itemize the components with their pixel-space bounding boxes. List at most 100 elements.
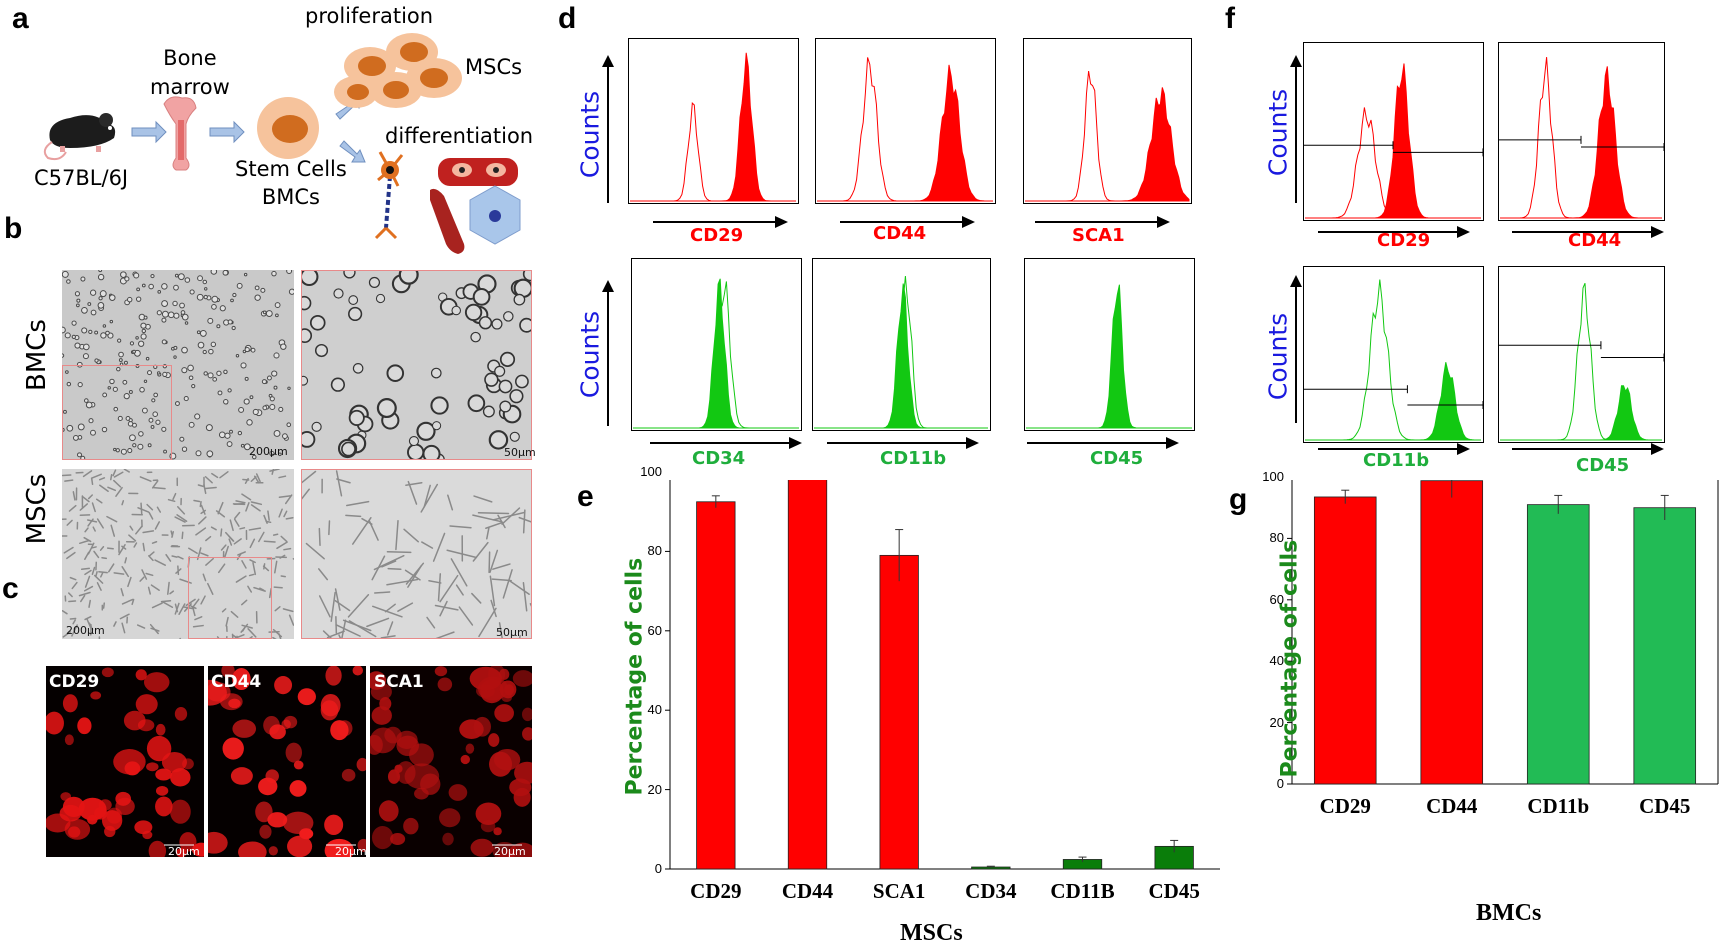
flow-marker-label: CD44 — [873, 223, 927, 244]
muscle-fiber-icon — [430, 188, 465, 254]
adipocyte-icon — [469, 185, 521, 245]
flow-histogram — [631, 258, 802, 431]
stem-cells-label: Stem Cells BMCs — [235, 157, 347, 209]
if-image-sca1 — [370, 666, 532, 857]
x-axis-arrow-icon — [1512, 226, 1664, 238]
bar — [1420, 480, 1484, 785]
y-tick-label: 60 — [1269, 591, 1284, 607]
row-label-mscs: MSCs — [22, 473, 52, 545]
if-marker-label: SCA1 — [374, 672, 424, 692]
flow-histogram — [815, 38, 996, 204]
differentiation-label: differentiation — [385, 124, 534, 148]
msc-micrograph-low — [62, 469, 294, 639]
proliferation-label: proliferation — [305, 4, 434, 28]
panel-label-d: d — [558, 2, 577, 35]
schematic-drawing — [43, 33, 521, 254]
if-marker-label: CD44 — [211, 672, 262, 692]
axis-line — [669, 480, 1220, 870]
x-axis-arrow-icon — [1035, 216, 1170, 228]
bmc-micrograph-high — [301, 270, 532, 460]
x-tick-label: CD34 — [965, 879, 1017, 903]
y-tick-label: 100 — [1262, 469, 1284, 484]
if-scalebar-label: 20µm — [168, 845, 200, 858]
flow-histogram — [1303, 42, 1484, 221]
y-tick-label: 20 — [647, 781, 662, 797]
stem-cell-icon — [257, 97, 319, 159]
x-tick-label: CD44 — [1426, 794, 1478, 818]
bar-plot-area — [1287, 480, 1719, 785]
bar — [1633, 507, 1697, 785]
counts-arrow-icon — [602, 280, 614, 426]
flow-marker-label: CD45 — [1576, 455, 1630, 476]
x-axis-arrow-icon — [1318, 226, 1470, 238]
if-image-cd29 — [46, 666, 204, 857]
flow-histogram — [1023, 38, 1192, 204]
bar — [879, 554, 919, 870]
flow-histogram — [628, 38, 799, 204]
counts-arrow-icon — [1290, 275, 1302, 423]
mouse-strain-label: C57BL/6J — [34, 166, 129, 190]
x-axis-arrow-icon — [653, 216, 788, 228]
x-tick-label: CD11B — [1050, 879, 1115, 903]
y-tick-label: 80 — [1269, 530, 1284, 546]
bar — [787, 480, 828, 870]
bar — [1313, 496, 1377, 785]
scalebar-label: 200µm — [249, 445, 288, 458]
row-label-bmcs: BMCs — [22, 319, 52, 391]
x-tick-label: CD29 — [1319, 794, 1371, 818]
flow-histogram — [812, 258, 991, 431]
counts-arrow-icon — [602, 55, 614, 203]
bar-chart-bmcs: Percentage of cells BMCs 0 20 40 60 80 100 CD2… — [1240, 469, 1730, 949]
if-image-cd44 — [208, 666, 366, 857]
panel-label-c: c — [2, 572, 19, 605]
y-tick-label: 40 — [1269, 653, 1284, 669]
x-axis-arrow-icon — [1512, 443, 1664, 455]
counts-arrow-icon — [1290, 55, 1302, 203]
y-tick-label: 80 — [647, 543, 662, 559]
x-tick-label: CD45 — [1148, 879, 1200, 903]
x-tick-label: SCA1 — [872, 879, 926, 903]
if-scalebar-label: 20µm — [494, 845, 526, 858]
x-tick-label: CD11b — [1527, 794, 1590, 818]
x-axis-arrow-icon — [1318, 443, 1470, 455]
flow-marker-label: CD11b — [1363, 450, 1430, 471]
schematic-panel: C57BL/6J Bone marrow Stem Cells BMCs pro… — [0, 0, 545, 262]
y-tick-label: 60 — [647, 622, 662, 638]
x-tick-label: CD29 — [690, 879, 742, 903]
bar-plot-area — [665, 480, 1220, 870]
x-axis-label: BMCs — [1476, 900, 1542, 926]
bone-marrow-label: Bone marrow — [150, 46, 230, 99]
flow-marker-label: CD44 — [1568, 230, 1622, 251]
zoom-region-box — [62, 365, 172, 460]
axis-frame — [1717, 480, 1719, 784]
x-axis-arrow-icon — [1027, 437, 1179, 449]
flow-histogram — [1498, 266, 1665, 443]
bone-icon — [163, 96, 197, 171]
msc-cluster-icon — [334, 33, 462, 108]
y-tick-label: 0 — [1276, 776, 1284, 791]
y-axis-label: Percentage of cells — [1277, 539, 1303, 778]
panel-label-b: b — [4, 212, 23, 245]
flow-marker-label: CD34 — [692, 448, 746, 469]
panel-label-g: g — [1229, 483, 1248, 516]
if-scalebar-label: 20µm — [335, 845, 367, 858]
bar — [696, 501, 736, 870]
scalebar-label: 200µm — [66, 624, 105, 637]
y-tick-label: 20 — [1269, 714, 1284, 730]
panel-label-e: e — [577, 480, 594, 513]
zoom-region-box — [188, 557, 272, 639]
bar — [1526, 504, 1590, 785]
flow-histogram — [1498, 42, 1665, 221]
y-tick-label: 40 — [647, 702, 662, 718]
flow-histogram — [1024, 258, 1195, 431]
bar-chart-mscs: Percentage of cells MSCs 0 20 40 60 80 100 CD2… — [600, 464, 1230, 949]
flow-marker-label: CD29 — [690, 225, 744, 246]
flow-marker-label: SCA1 — [1072, 225, 1125, 246]
bmc-micrograph-low — [62, 270, 294, 460]
x-axis-label: MSCs — [900, 920, 963, 946]
cardiomyocyte-icon — [438, 158, 518, 186]
x-axis-arrow-icon — [827, 437, 979, 449]
panel-label-a: a — [12, 2, 29, 35]
flow-marker-label: CD45 — [1090, 448, 1144, 469]
flow-marker-label: CD29 — [1377, 230, 1431, 251]
